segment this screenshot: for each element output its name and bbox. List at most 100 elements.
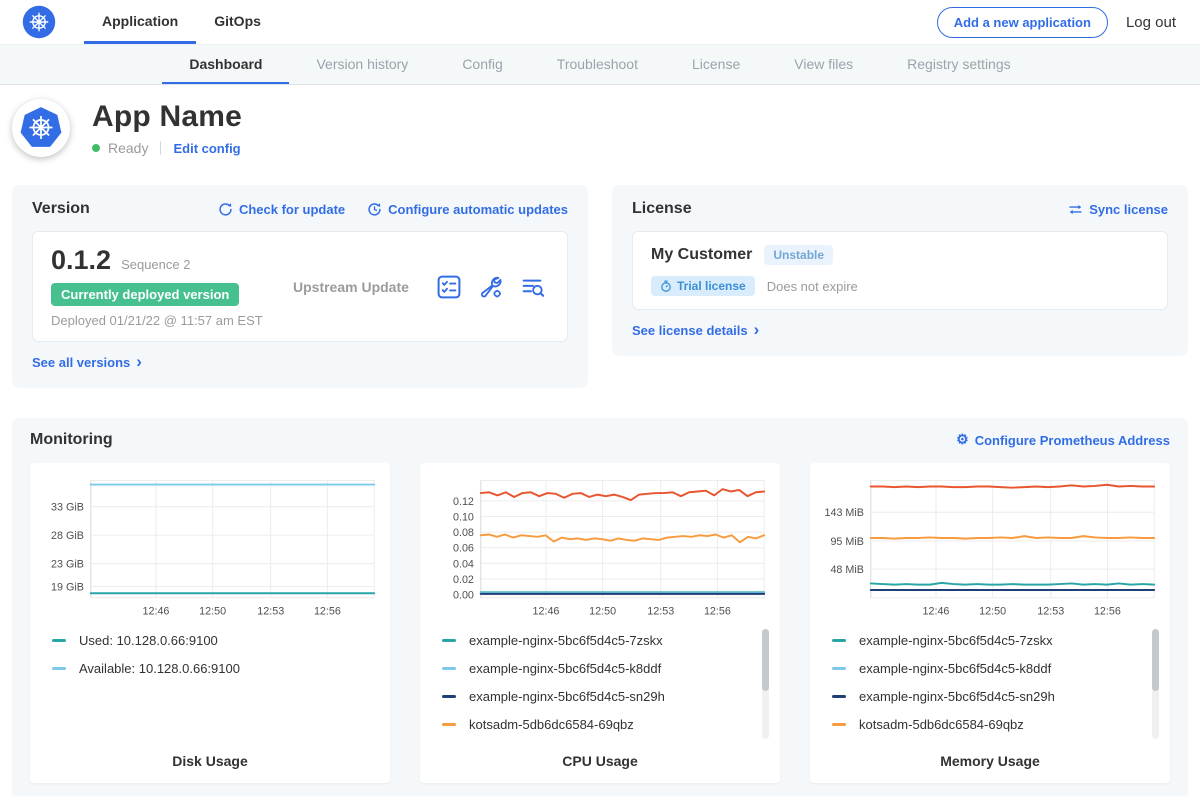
svg-text:12:50: 12:50 (589, 605, 616, 617)
expiry-label: Does not expire (766, 278, 858, 294)
trial-license-badge: Trial license (651, 276, 755, 296)
add-new-application-button[interactable]: Add a new application (936, 6, 1108, 38)
legend-item: kotsadm-5db6dc6584-69qbz (442, 717, 758, 732)
config-wrench-icon[interactable] (479, 275, 503, 299)
top-navbar: Application GitOps Add a new application… (0, 0, 1200, 44)
legend-item: kotsadm-5db6dc6584-69qbz (832, 717, 1148, 732)
configure-automatic-updates-link[interactable]: Configure automatic updates (367, 202, 568, 217)
svg-text:12:53: 12:53 (647, 605, 674, 617)
current-version-card: 0.1.2 Sequence 2 Currently deployed vers… (32, 231, 568, 342)
ready-status-label: Ready (108, 140, 149, 156)
log-out-link[interactable]: Log out (1125, 13, 1176, 31)
version-panel-title: Version (32, 200, 90, 217)
deploy-logs-icon[interactable] (521, 275, 545, 299)
memory-usage-chart: 12:46 12:50 12:53 12:56 143 MiB 95 MiB 48 MiB (824, 480, 1156, 617)
kubernetes-logo-icon[interactable] (22, 5, 56, 39)
svg-text:95 MiB: 95 MiB (830, 536, 863, 548)
version-panel: Version Check for update Configure autom… (12, 185, 588, 388)
svg-text:12:46: 12:46 (533, 605, 560, 617)
svg-text:0.10: 0.10 (453, 511, 474, 523)
legend-item: Available: 10.128.0.66:9100 (52, 661, 368, 676)
tab-dashboard[interactable]: Dashboard (162, 45, 290, 84)
memory-usage-card: 12:46 12:50 12:53 12:56 143 MiB 95 MiB 48 MiB … (810, 463, 1170, 783)
svg-text:33 GiB: 33 GiB (51, 502, 84, 514)
license-panel: License Sync license My Customer Unstabl… (612, 185, 1188, 356)
page-title: App Name (92, 100, 242, 133)
legend-item: example-nginx-5bc6f5d4c5-7zskx (832, 633, 1148, 648)
legend-scrollbar[interactable] (1152, 629, 1159, 739)
chevron-right-icon: › (753, 319, 760, 339)
scrollbar-thumb[interactable] (1152, 629, 1159, 691)
disk-usage-chart-title: Disk Usage (172, 753, 248, 769)
app-kubernetes-icon (12, 99, 70, 157)
auto-update-clock-icon (367, 202, 382, 217)
svg-text:23 GiB: 23 GiB (51, 559, 84, 571)
svg-text:48 MiB: 48 MiB (830, 564, 863, 576)
tab-registry-settings[interactable]: Registry settings (907, 55, 1011, 72)
svg-text:0.04: 0.04 (453, 558, 474, 570)
see-license-details-link[interactable]: See license details › (632, 319, 760, 339)
scrollbar-thumb[interactable] (762, 629, 769, 691)
license-panel-title: License (632, 200, 692, 217)
svg-text:12:56: 12:56 (704, 605, 731, 617)
channel-badge: Unstable (764, 245, 834, 265)
disk-usage-card: 12:46 12:50 12:53 12:56 33 GiB 28 GiB 23 GiB 19… (30, 463, 390, 783)
refresh-icon (218, 202, 233, 217)
svg-text:12:46: 12:46 (923, 605, 950, 617)
tab-application[interactable]: Application (84, 0, 197, 44)
svg-text:12:53: 12:53 (257, 605, 284, 617)
legend-item: example-nginx-5bc6f5d4c5-sn29h (832, 689, 1148, 704)
currently-deployed-badge: Currently deployed version (51, 283, 240, 306)
customer-name: My Customer (651, 246, 753, 263)
see-all-versions-link[interactable]: See all versions › (32, 351, 142, 371)
preflight-checks-icon[interactable] (437, 275, 461, 299)
monitoring-title: Monitoring (30, 431, 113, 448)
ready-status-dot (92, 144, 100, 152)
tab-gitops[interactable]: GitOps (214, 12, 261, 29)
svg-text:143 MiB: 143 MiB (824, 507, 863, 519)
tab-troubleshoot[interactable]: Troubleshoot (556, 55, 638, 72)
svg-text:0.12: 0.12 (453, 496, 474, 508)
disk-usage-chart: 12:46 12:50 12:53 12:56 33 GiB 28 GiB 23 GiB 19… (51, 480, 376, 617)
chevron-right-icon: › (136, 351, 142, 371)
svg-text:0.02: 0.02 (453, 574, 474, 586)
legend-item: example-nginx-5bc6f5d4c5-k8ddf (832, 661, 1148, 676)
svg-text:0.08: 0.08 (453, 527, 474, 539)
legend-item: example-nginx-5bc6f5d4c5-sn29h (442, 689, 758, 704)
sync-arrows-icon (1068, 202, 1083, 217)
legend-item: example-nginx-5bc6f5d4c5-k8ddf (442, 661, 758, 676)
svg-text:0.00: 0.00 (453, 590, 474, 602)
divider (160, 141, 162, 155)
check-for-update-link[interactable]: Check for update (218, 202, 345, 217)
cpu-usage-chart: 12:46 12:50 12:53 12:56 0.00 0.02 0.04 0.06 0.08… (453, 480, 766, 617)
svg-text:28 GiB: 28 GiB (51, 530, 84, 542)
edit-config-link[interactable]: Edit config (173, 140, 241, 156)
svg-text:12:50: 12:50 (979, 605, 1006, 617)
legend-item: example-nginx-5bc6f5d4c5-7zskx (442, 633, 758, 648)
configure-prometheus-link[interactable]: ⚙ Configure Prometheus Address (956, 431, 1170, 448)
svg-text:12:53: 12:53 (1037, 605, 1064, 617)
memory-usage-legend: example-nginx-5bc6f5d4c5-7zskx example-n… (818, 623, 1162, 745)
tab-version-history[interactable]: Version history (316, 55, 409, 72)
version-number: 0.1.2 (51, 245, 112, 275)
app-header: App Name Ready Edit config (0, 85, 1200, 173)
svg-text:12:56: 12:56 (1094, 605, 1121, 617)
svg-text:12:50: 12:50 (199, 605, 226, 617)
cpu-usage-legend: example-nginx-5bc6f5d4c5-7zskx example-n… (428, 623, 772, 745)
svg-text:12:46: 12:46 (143, 605, 170, 617)
monitoring-panel: Monitoring ⚙ Configure Prometheus Addres… (12, 418, 1188, 796)
sync-license-link[interactable]: Sync license (1068, 202, 1168, 217)
svg-text:0.06: 0.06 (453, 543, 474, 555)
legend-item: Used: 10.128.0.66:9100 (52, 633, 368, 648)
app-section-tabs: Dashboard Version history Config Trouble… (0, 44, 1200, 85)
legend-scrollbar[interactable] (762, 629, 769, 739)
memory-usage-chart-title: Memory Usage (940, 753, 1040, 769)
cpu-usage-chart-title: CPU Usage (562, 753, 638, 769)
app-gitops-tabs: Application GitOps (84, 0, 279, 44)
tab-license[interactable]: License (691, 55, 741, 72)
stopwatch-icon (661, 280, 671, 292)
tab-view-files[interactable]: View files (794, 55, 854, 72)
sequence-label: Sequence 2 (121, 257, 191, 272)
tab-config[interactable]: Config (462, 55, 503, 72)
cpu-usage-card: 12:46 12:50 12:53 12:56 0.00 0.02 0.04 0.06 0.08… (420, 463, 780, 783)
